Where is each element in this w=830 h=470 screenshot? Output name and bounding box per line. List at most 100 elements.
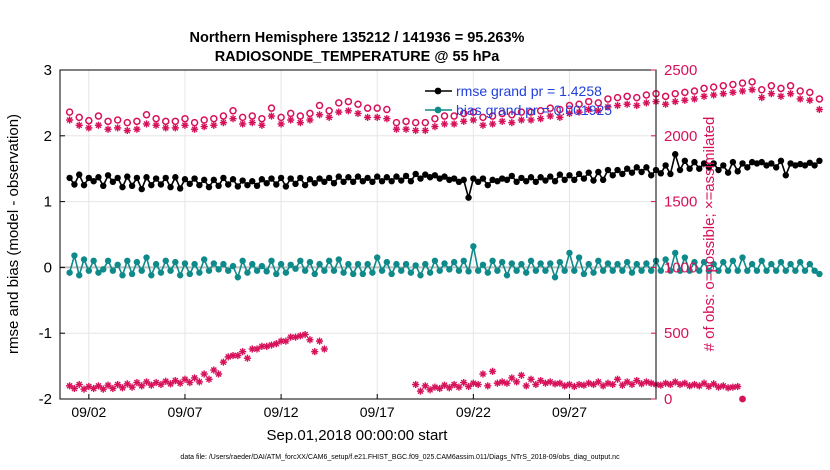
data-point [104, 257, 112, 265]
possible-obs-point [633, 93, 641, 102]
assimilated-obs-point [642, 99, 650, 107]
asterisk-stroke [662, 101, 669, 108]
asterisk-stroke [71, 385, 78, 392]
asterisk-stroke [499, 378, 506, 385]
possible-obs-point [75, 113, 83, 122]
asterisk-stroke [628, 381, 635, 388]
data-point [609, 267, 616, 274]
data-point [681, 157, 689, 165]
asterisk-stroke [513, 378, 520, 385]
asterisk-stroke [734, 383, 741, 390]
asterisk-stroke [624, 101, 631, 108]
asterisk-stroke [600, 382, 607, 389]
data-point [532, 267, 540, 274]
data-point [508, 260, 516, 267]
asterisk-stroke [758, 94, 765, 101]
assimilated-obs-point [767, 90, 775, 98]
data-point [273, 270, 280, 278]
data-point [200, 256, 208, 263]
data-point [575, 254, 583, 261]
data-point [152, 175, 160, 182]
data-point [498, 175, 506, 182]
data-point [633, 260, 640, 268]
data-point [551, 178, 559, 185]
plot-frame [59, 69, 657, 400]
assimilated-obs-point [123, 380, 131, 388]
asterisk-stroke [143, 120, 150, 127]
assimilated-obs-point [99, 385, 107, 393]
assimilated-obs-point [556, 113, 564, 121]
possible-obs-point [681, 88, 689, 97]
asterisk-stroke [479, 370, 486, 378]
asterisk-stroke [133, 379, 140, 386]
data-point [244, 269, 251, 276]
data-point [369, 269, 376, 276]
asterisk-stroke [436, 385, 443, 392]
data-point [696, 165, 703, 172]
axes: 09/02 09/07 09/12 09/17 09/22 09/27 -2 -1 0 1 2 3 0 5… [39, 62, 698, 420]
data-point [676, 166, 684, 174]
assimilated-obs-point [104, 381, 112, 389]
asterisk-stroke [143, 378, 150, 385]
asterisk-stroke [681, 97, 688, 104]
asterisk-stroke [624, 378, 631, 385]
data-point [455, 267, 463, 274]
asterisk-stroke [316, 338, 323, 345]
data-point [460, 176, 467, 184]
asterisk-stroke [537, 115, 544, 122]
asterisk-stroke [114, 381, 121, 388]
data-point [407, 178, 415, 185]
asterisk-stroke [547, 378, 554, 385]
y-right-tick-label: 1000 [664, 259, 697, 276]
data-point [796, 258, 804, 266]
asterisk-stroke [566, 110, 573, 117]
data-point [523, 178, 530, 185]
data-point [763, 267, 770, 274]
data-point [225, 181, 232, 188]
data-point [263, 268, 270, 275]
data-point [196, 269, 203, 276]
possible-obs-point [373, 104, 381, 112]
data-point [710, 160, 717, 167]
data-point [513, 267, 520, 274]
chart-subtitle: RADIOSONDE_TEMPERATURE @ 55 hPa [215, 49, 501, 65]
data-point [220, 174, 227, 182]
data-point [393, 260, 400, 268]
data-point [383, 258, 391, 266]
asterisk-stroke [465, 383, 472, 390]
assimilated-obs-point [700, 92, 708, 100]
data-point [124, 257, 131, 265]
assimilated-obs-point [527, 116, 535, 124]
legend: rmse grand pr = 1.4258 bias grand pr = 0… [425, 83, 612, 118]
asterisk-stroke [374, 114, 381, 121]
data-point [508, 172, 516, 180]
possible-obs-point [556, 105, 564, 114]
assimilated-obs-point [604, 103, 612, 111]
data-point [402, 172, 410, 180]
asterisk-stroke [806, 97, 813, 104]
asterisk-stroke [532, 381, 539, 388]
asterisk-stroke [273, 340, 280, 347]
data-point [811, 267, 818, 274]
asterisk-stroke [455, 384, 462, 391]
data-point [167, 267, 174, 274]
asterisk-stroke [422, 127, 429, 134]
data-point [76, 272, 83, 279]
data-point [744, 267, 751, 274]
data-point [369, 178, 376, 186]
asterisk-stroke [302, 331, 309, 338]
assimilated-obs-point [690, 95, 699, 103]
data-point [542, 267, 549, 274]
asterisk-stroke [412, 127, 419, 134]
data-point [181, 260, 189, 267]
asterisk-stroke [787, 90, 794, 97]
data-point [566, 172, 573, 179]
possible-obs-point [267, 104, 276, 112]
data-point [609, 172, 616, 179]
data-point [301, 181, 309, 189]
assimilated-obs-point [210, 121, 218, 129]
data-point [595, 168, 602, 176]
assimilated-obs-point [306, 116, 314, 124]
possible-obs-point [354, 100, 362, 108]
asterisk-stroke [186, 379, 193, 386]
